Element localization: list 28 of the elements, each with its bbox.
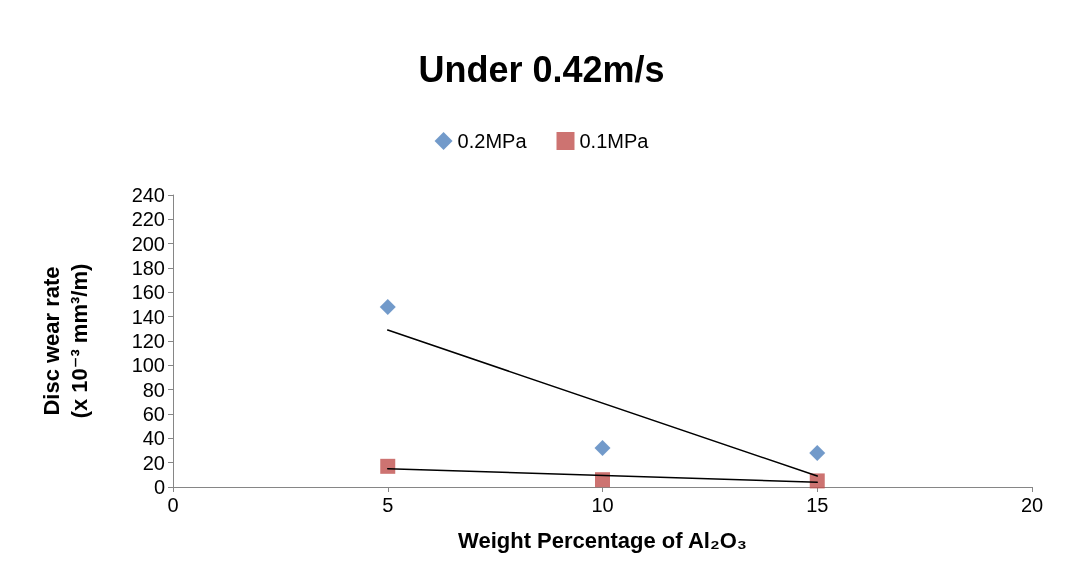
y-tick-label: 0 <box>153 476 165 498</box>
y-tick-label: 200 <box>131 232 165 255</box>
point <box>379 298 396 315</box>
point <box>380 458 396 474</box>
point <box>594 440 611 457</box>
y-tick-label: 140 <box>131 305 165 328</box>
point <box>595 472 610 488</box>
y-axis-title: Disc wear rate (x 10⁻³ mm³/m) <box>38 263 92 419</box>
y-tick-label: 120 <box>131 330 165 352</box>
x-axis-title: Weight Percentage of Al₂O₃ <box>458 527 747 553</box>
y-tick-label: 180 <box>131 257 165 279</box>
x-tick-label: 10 <box>591 494 614 516</box>
x-tick-label: 0 <box>167 494 179 516</box>
legend-label: 0.1MPa <box>579 130 650 152</box>
x-tick-label: 20 <box>1020 494 1044 516</box>
y-tick-label: 40 <box>142 427 165 450</box>
y-tick-label: 220 <box>131 208 165 231</box>
y-tick-label: 240 <box>131 184 165 206</box>
y-tick-label: 160 <box>131 281 165 304</box>
y-tick-label: 60 <box>142 403 165 425</box>
point <box>809 444 826 461</box>
x-tick-label: 5 <box>382 494 394 516</box>
legend-label: 0.2MPa <box>457 130 528 152</box>
x-tick-label: 15 <box>806 494 829 516</box>
y-tick-label: 100 <box>131 354 165 377</box>
chart-title: Under 0.42m/s <box>418 48 665 90</box>
y-tick-label: 80 <box>142 378 165 401</box>
y-tick-label: 20 <box>142 451 165 474</box>
